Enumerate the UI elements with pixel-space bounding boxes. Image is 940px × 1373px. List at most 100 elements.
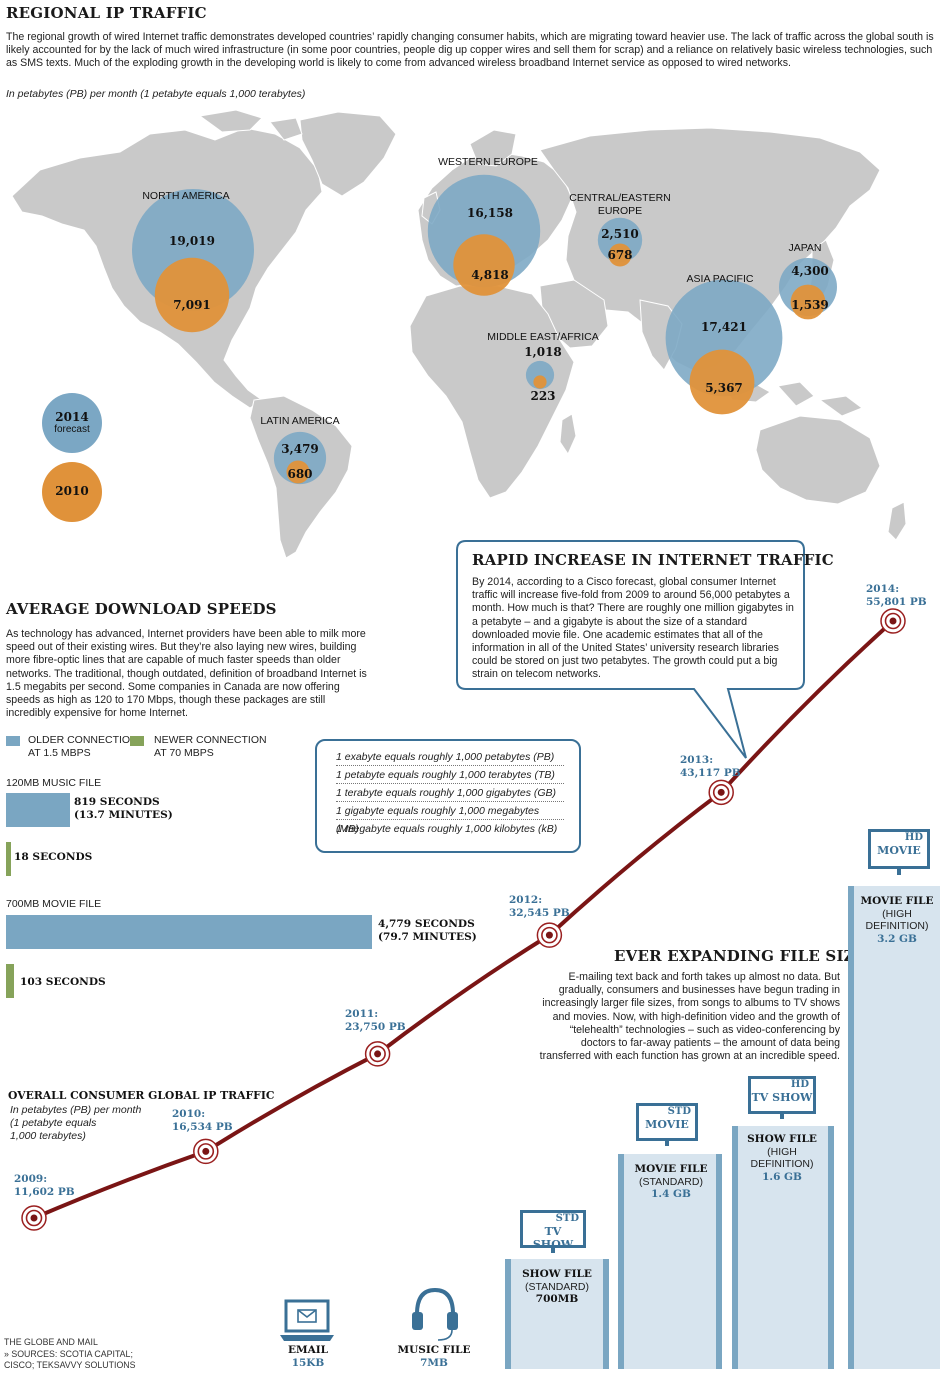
legend-label-forecast: forecast: [54, 424, 90, 435]
column-show-hd: [732, 1126, 834, 1369]
music-file-label: 120MB MUSIC FILE: [6, 777, 102, 789]
value-western-europe-2010: 4,818: [471, 268, 509, 282]
value-asia-pacific-2014: 17,421: [701, 320, 747, 334]
unit-row: 1 terabyte equals roughly 1,000 gigabyte…: [336, 784, 564, 802]
tv-screen-movie-std-icon: STD MOVIE: [636, 1103, 698, 1141]
bubble-2010-japan: [790, 284, 826, 320]
value-japan-2014: 4,300: [791, 264, 829, 278]
greenland-landmass: [299, 111, 397, 197]
speeds-body: As technology has advanced, Internet pro…: [6, 628, 367, 720]
music-older-value: 819 SECONDS (13.7 MINUTES): [74, 796, 173, 821]
rapid-callout-box: [456, 540, 805, 759]
laptop-email-icon: [280, 1299, 334, 1341]
point-label-2014: 2014: 55,801 PB: [866, 583, 927, 608]
legend-label-2010: 2010: [55, 484, 89, 498]
value-latin-america-2010: 680: [287, 467, 313, 481]
legend-bubble-2014: [42, 393, 102, 453]
legend-swatch-older: [6, 736, 20, 746]
value-north-america-2010: 7,091: [173, 298, 211, 312]
unit-row: 1 gigabyte equals roughly 1,000 megabyte…: [336, 802, 564, 835]
value-japan-2010: 1,539: [791, 298, 829, 312]
traffic-point-2013: [708, 779, 734, 806]
publisher-name: THE GLOBE AND MAIL: [4, 1337, 98, 1347]
headphones-music-icon: [412, 1287, 458, 1341]
bubble-2014-middle-east-africa: [525, 360, 555, 390]
filesize-title: EVER EXPANDING FILE SIZE: [614, 947, 867, 965]
traffic-point-2012: [536, 922, 563, 948]
footer-credits: THE GLOBE AND MAIL » SOURCES: SCOTIA CAP…: [4, 1337, 136, 1372]
label-asia-pacific: ASIA PACIFIC: [686, 273, 754, 285]
point-label-2011: 2011: 23,750 PB: [345, 1008, 406, 1033]
bubble-2010-asia-pacific: [689, 349, 755, 415]
point-label-2013: 2013: 43,117 PB: [680, 754, 741, 779]
bar-music-older: [6, 793, 70, 827]
column-movie-std: [618, 1154, 722, 1369]
australia-landmass: [755, 415, 881, 505]
tv-screen-movie-hd-icon: HD MOVIE: [868, 829, 930, 869]
bar-music-newer: [6, 842, 11, 876]
legend-label-2014: 2014: [55, 410, 89, 424]
movie-newer-value: 103 SECONDS: [20, 976, 106, 988]
caption-show-std: SHOW FILE (STANDARD) 700MB: [522, 1268, 592, 1305]
traffic-point-2010: [193, 1138, 219, 1165]
value-central-eastern-europe-2014: 2,510: [601, 227, 639, 241]
value-middle-east-africa-2010: 223: [530, 389, 556, 403]
unit-row: 1 megabyte equals roughly 1,000 kilobyte…: [336, 823, 558, 835]
value-latin-america-2014: 3,479: [281, 442, 319, 456]
value-western-europe-2014: 16,158: [467, 206, 513, 220]
bubble-2010-latin-america: [286, 460, 310, 484]
tv-screen-show-std-icon: STD TV SHOW: [520, 1210, 586, 1251]
label-middle-east-africa: MIDDLE EAST/AFRICA: [487, 331, 599, 343]
africa-landmass: [409, 285, 575, 499]
movie-file-label: 700MB MOVIE FILE: [6, 898, 102, 910]
filesize-body: E-mailing text back and forth takes up a…: [539, 971, 840, 1063]
bubble-2010-north-america: [154, 257, 230, 333]
bubble-2014-central-eastern-europe: [597, 217, 643, 263]
column-movie-hd: [848, 886, 940, 1369]
point-label-2010: 2010: 16,534 PB: [172, 1108, 233, 1133]
music-newer-value: 18 SECONDS: [14, 851, 93, 863]
point-label-2012: 2012: 32,545 PB: [509, 894, 570, 919]
sources-line: » SOURCES: SCOTIA CAPITAL;: [4, 1348, 133, 1359]
value-central-eastern-europe-2010: 678: [607, 248, 633, 262]
caption-movie-hd: MOVIE FILE (HIGH DEFINITION) 3.2 GB: [860, 895, 934, 945]
caption-show-hd: SHOW FILE (HIGH DEFINITION) 1.6 GB: [747, 1133, 817, 1183]
regional-units-note: In petabytes (PB) per month (1 petabyte …: [6, 88, 306, 100]
units-box: [315, 739, 581, 853]
legend-bubble-2010: [42, 462, 102, 522]
unit-row: 1 petabyte equals roughly 1,000 terabyte…: [336, 766, 564, 784]
legend-older-label: OLDER CONNECTION AT 1.5 MBPS: [28, 734, 138, 759]
bar-movie-older: [6, 915, 372, 949]
bar-movie-newer: [6, 964, 14, 998]
label-japan: JAPAN: [788, 242, 822, 254]
legend-swatch-newer: [130, 736, 144, 746]
bubble-2010-middle-east-africa: [533, 375, 547, 389]
tv-screen-show-hd-icon: HD TV SHOW: [748, 1076, 816, 1114]
caption-email: EMAIL 15KB: [287, 1344, 329, 1369]
legend-newer-label: NEWER CONNECTION AT 70 MBPS: [154, 734, 267, 759]
overall-subtitle: In petabytes (PB) per month (1 petabyte e…: [10, 1104, 142, 1142]
value-asia-pacific-2010: 5,367: [705, 381, 743, 395]
speeds-title: AVERAGE DOWNLOAD SPEEDS: [6, 600, 277, 618]
caption-music: MUSIC FILE 7MB: [397, 1344, 471, 1369]
unit-row: 1 exabyte equals roughly 1,000 petabytes…: [336, 748, 564, 766]
movie-older-value: 4,779 SECONDS (79.7 MINUTES): [378, 918, 477, 943]
column-show-std: [505, 1259, 609, 1369]
label-latin-america: LATIN AMERICA: [260, 415, 340, 427]
bubble-2010-central-eastern-europe: [608, 243, 632, 267]
regional-intro: The regional growth of wired Internet tr…: [6, 31, 934, 70]
traffic-point-2011: [364, 1041, 391, 1067]
regional-title: REGIONAL IP TRAFFIC: [6, 4, 207, 22]
units-list: 1 exabyte equals roughly 1,000 petabytes…: [336, 748, 564, 838]
overall-title: OVERALL CONSUMER GLOBAL IP TRAFFIC: [8, 1089, 275, 1102]
value-north-america-2014: 19,019: [169, 234, 215, 248]
rapid-body: By 2014, according to a Cisco forecast, …: [472, 576, 794, 681]
caption-movie-std: MOVIE FILE (STANDARD) 1.4 GB: [634, 1163, 708, 1200]
regional-bubbles: [132, 174, 837, 485]
label-north-america: NORTH AMERICA: [142, 190, 230, 202]
value-middle-east-africa-2014: 1,018: [524, 345, 562, 359]
bubble-2010-western-europe: [453, 234, 515, 296]
traffic-point-2014: [880, 608, 906, 634]
label-central-eastern-europe: CENTRAL/EASTERN EUROPE: [569, 192, 671, 217]
